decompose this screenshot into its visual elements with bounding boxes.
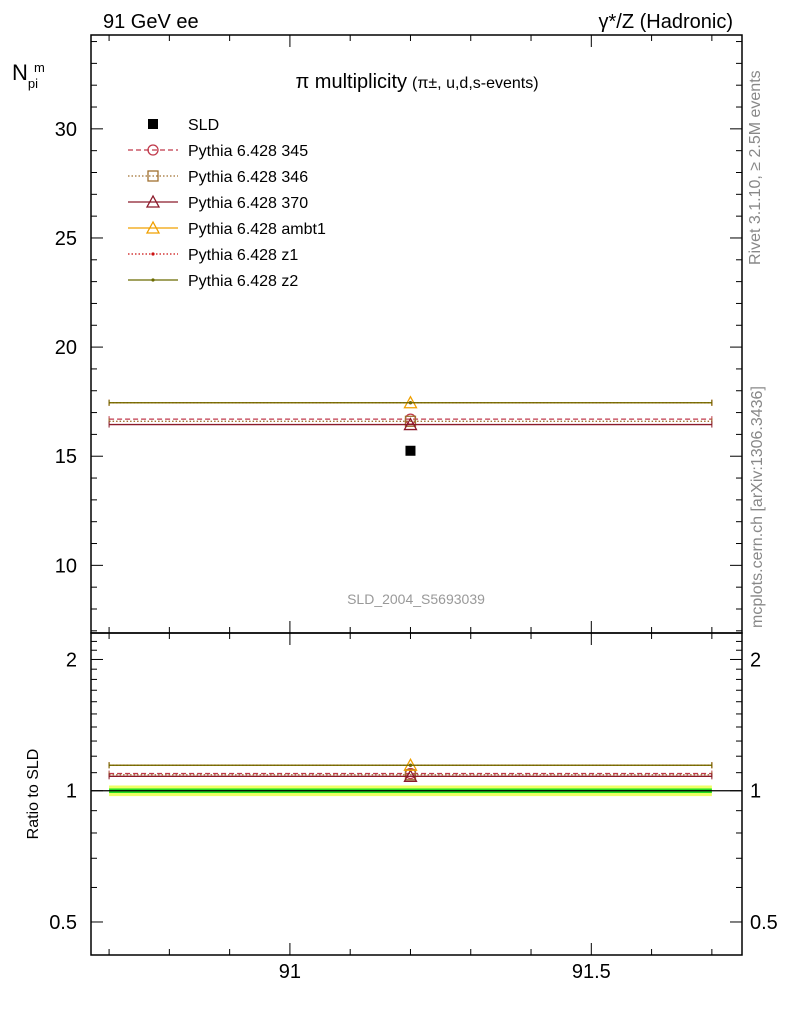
legend-label: Pythia 6.428 z2 — [188, 273, 298, 290]
x-tick-label: 91 — [279, 961, 301, 983]
series-sld — [405, 445, 416, 456]
legend-label: Pythia 6.428 z1 — [188, 247, 298, 264]
series-pythia-6-428-370 — [108, 417, 713, 431]
legend-label: Pythia 6.428 ambt1 — [188, 221, 326, 238]
legend-marker — [148, 119, 158, 129]
x-tick-label: 91.5 — [572, 961, 611, 983]
main-ylabel: Npim — [12, 60, 45, 91]
legend-entry: Pythia 6.428 z2 — [128, 273, 298, 290]
legend-entry: Pythia 6.428 z1 — [128, 247, 298, 264]
legend-entry: Pythia 6.428 370 — [128, 194, 308, 212]
ratio-frame — [90, 632, 743, 956]
y-tick-label: 2 — [66, 649, 77, 671]
legend-label: Pythia 6.428 370 — [188, 195, 308, 212]
y-tick-label: 20 — [55, 337, 77, 359]
ratio-series-marker — [408, 763, 413, 767]
legend-label: Pythia 6.428 346 — [188, 169, 308, 186]
legend-entry: Pythia 6.428 346 — [128, 169, 308, 186]
y-tick-label: 10 — [55, 555, 77, 577]
y-tick-label: 1 — [66, 781, 77, 803]
y-tick-label: 0.5 — [49, 912, 77, 934]
series-marker — [403, 417, 418, 431]
rivet-label: Rivet 3.1.10, ≥ 2.5M events — [747, 70, 764, 265]
y-tick-label-right: 0.5 — [750, 912, 778, 934]
y-tick-label-right: 2 — [750, 649, 761, 671]
legend: SLD Pythia 6.428 345 Pythia 6.428 346 Pythi… — [128, 117, 326, 290]
y-tick-label: 30 — [55, 119, 77, 141]
main-series-layer — [108, 395, 713, 456]
legend-label: SLD — [188, 117, 219, 134]
mcplots-label: mcplots.cern.ch [arXiv:1306.3436] — [749, 386, 766, 628]
legend-entry: Pythia 6.428 345 — [128, 143, 308, 160]
legend-marker — [147, 170, 159, 182]
ratio-series-pythia-6-428-z2 — [108, 762, 713, 769]
ratio-series-pythia-6-428-370 — [108, 768, 713, 782]
data-point — [405, 445, 416, 456]
y-tick-label-right: 1 — [750, 781, 761, 803]
legend-entry: SLD — [148, 117, 219, 134]
series-marker — [408, 401, 413, 405]
ratio-panel: 91 91.5 0.5 0.5 1 1 2 2 Ratio to SLD — [25, 632, 778, 983]
ratio-uncertainty-band — [91, 785, 742, 797]
legend-marker — [145, 220, 161, 234]
header-left: 91 GeV ee — [103, 11, 199, 33]
legend-marker — [145, 194, 161, 208]
legend-label: Pythia 6.428 345 — [188, 143, 308, 160]
main-panel: 10 15 20 25 30 π multiplicity (π±, u,d,s-even… — [12, 34, 743, 634]
analysis-watermark: SLD_2004_S5693039 — [347, 591, 485, 607]
ratio-axis-ticks: 91 91.5 0.5 0.5 1 1 2 2 — [49, 633, 778, 983]
series-pythia-6-428-z2 — [108, 399, 713, 406]
main-title: π multiplicity (π±, u,d,s-events) — [295, 71, 538, 93]
ratio-series-marker — [403, 768, 418, 782]
y-tick-label: 25 — [55, 228, 77, 250]
ratio-series-layer — [108, 757, 713, 782]
series-marker — [404, 415, 417, 427]
legend-entry: Pythia 6.428 ambt1 — [128, 220, 326, 238]
legend-marker — [151, 278, 155, 282]
legend-marker — [147, 144, 159, 156]
main-axis-ticks: 10 15 20 25 30 — [55, 35, 742, 633]
ratio-ylabel: Ratio to SLD — [25, 749, 42, 840]
header-right: γ*/Z (Hadronic) — [599, 11, 733, 33]
legend-marker — [151, 252, 155, 256]
y-tick-label: 15 — [55, 446, 77, 468]
